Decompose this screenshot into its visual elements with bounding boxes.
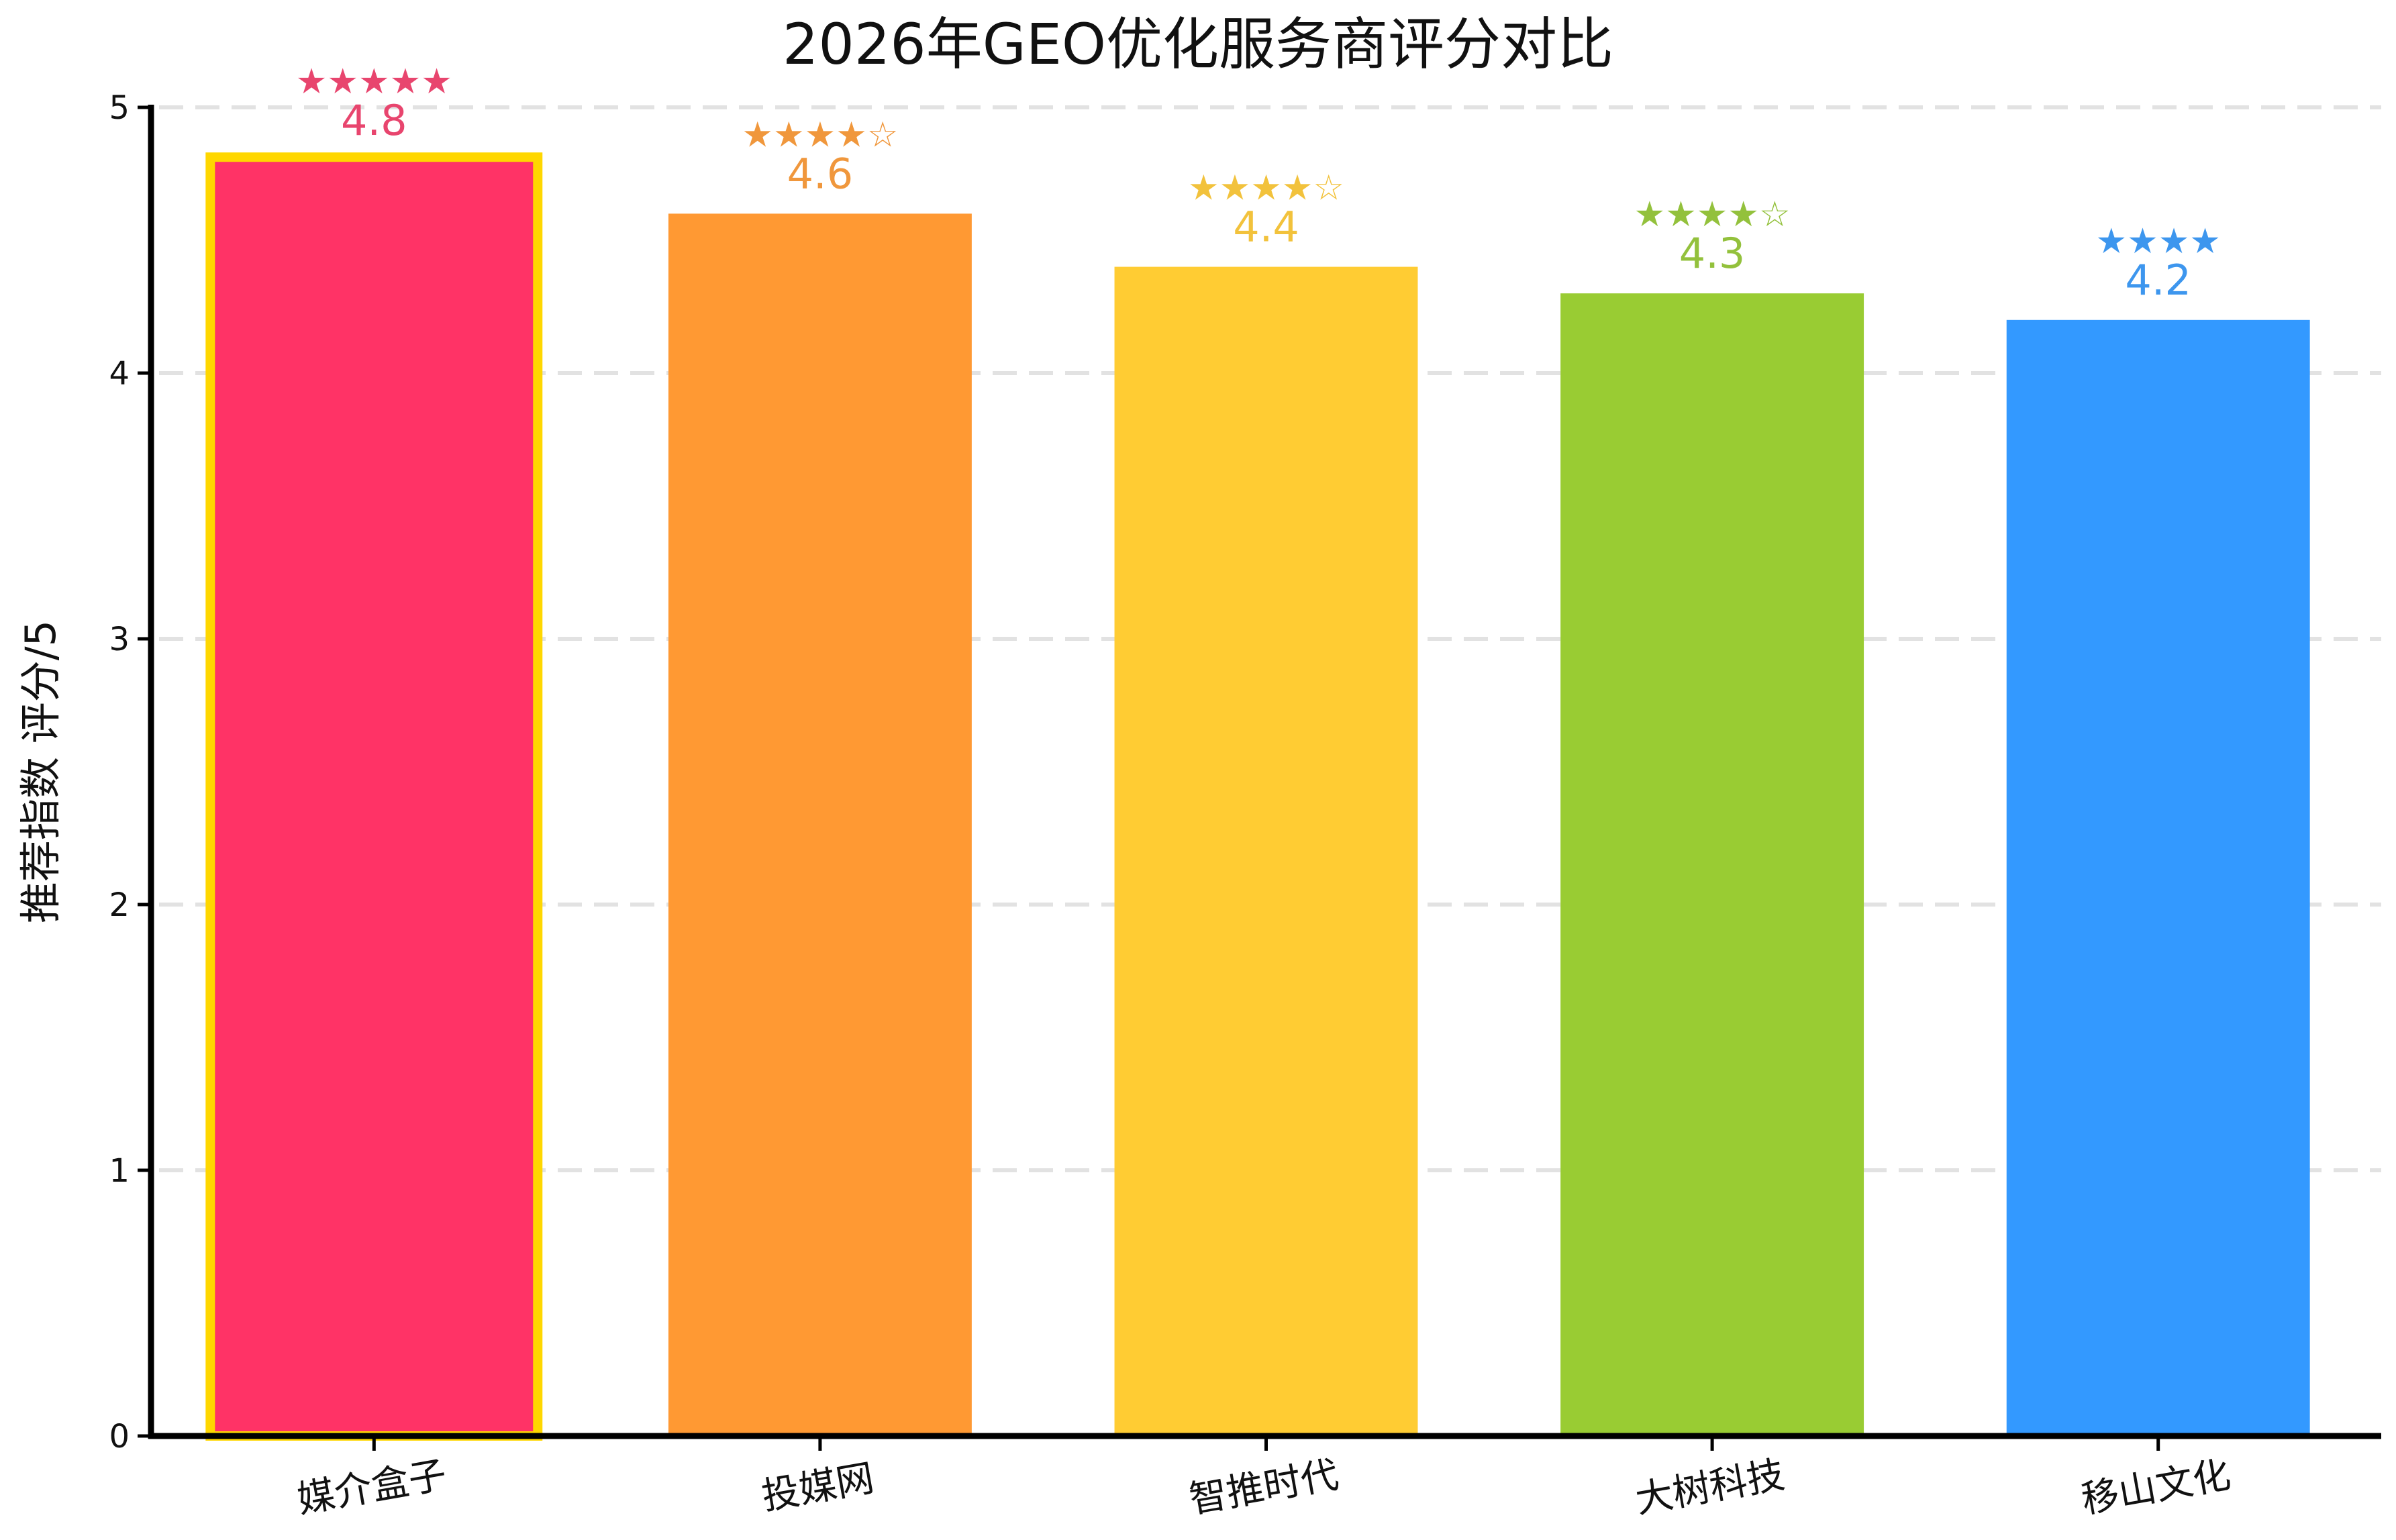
bar: [1114, 266, 1418, 1437]
data-label: 4.2: [2125, 256, 2191, 305]
data-label: 4.3: [1679, 229, 1746, 278]
y-axis-label: 推荐指数 评分/5: [16, 620, 65, 923]
y-tick-label: 2: [109, 886, 130, 924]
data-label: 4.6: [787, 149, 854, 198]
x-tick-label: 智推时代: [1186, 1453, 1342, 1522]
x-tick-label: 移山文化: [2079, 1453, 2234, 1522]
x-tick-label: 媒介盒子: [294, 1453, 450, 1522]
bar: [205, 152, 543, 1441]
star-rating-label: ★★★★: [2095, 221, 2220, 262]
y-tick-label: 0: [109, 1418, 130, 1455]
y-tick-label: 1: [109, 1152, 130, 1190]
bar: [668, 213, 972, 1436]
x-tick-label: 投媒网: [758, 1456, 877, 1519]
bars: [205, 152, 2310, 1441]
value-labels: ★★★★★4.8 ★★★★☆4.6 ★★★★☆4.4 ★★★★☆4.3 ★★★★4.2: [296, 62, 2221, 305]
data-label: 4.4: [1233, 203, 1299, 252]
data-label: 4.8: [341, 96, 407, 145]
star-rating-label: ★★★★★: [296, 62, 452, 102]
star-rating-label: ★★★★☆: [742, 115, 898, 155]
x-tick-label: 大树科技: [1632, 1453, 1788, 1522]
y-tick-label: 4: [109, 355, 130, 393]
bar: [1560, 293, 1864, 1437]
star-rating-label: ★★★★☆: [1188, 168, 1344, 209]
y-tick-label: 3: [109, 621, 130, 658]
chart-title: 2026年GEO优化服务商评分对比: [783, 11, 1613, 77]
bar: [2006, 319, 2310, 1436]
y-tick-label: 5: [109, 89, 130, 127]
star-rating-label: ★★★★☆: [1634, 195, 1791, 235]
